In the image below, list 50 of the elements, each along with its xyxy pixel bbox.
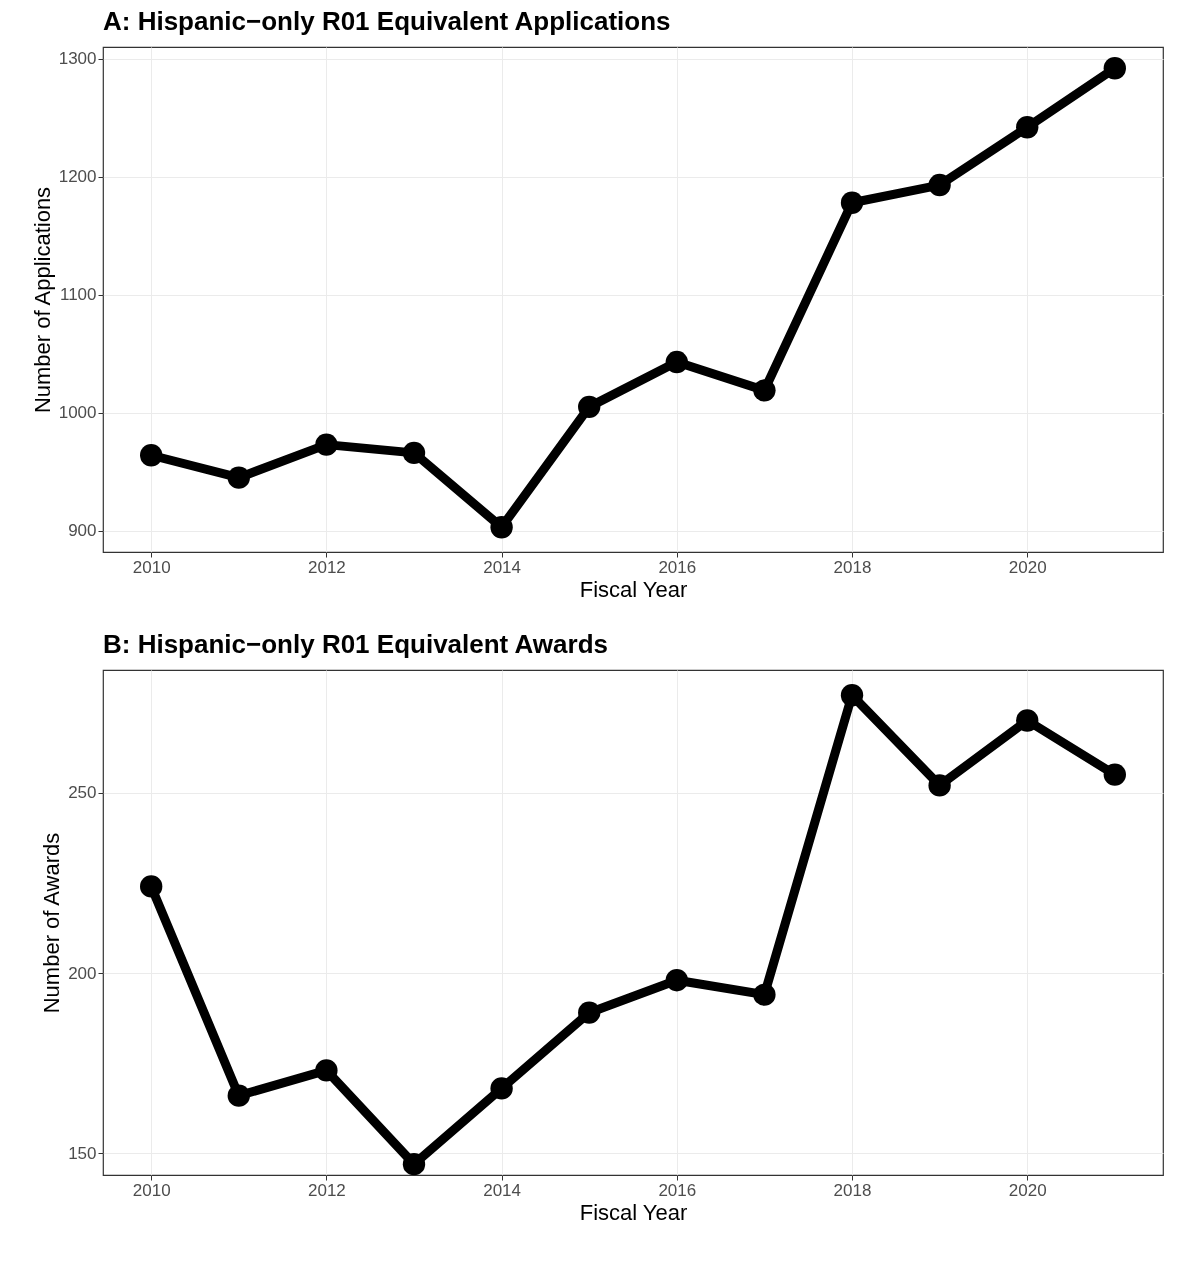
point [227, 1084, 250, 1107]
point [1016, 709, 1039, 732]
point [402, 1153, 426, 1176]
x-tick-label: 2010 [132, 557, 171, 577]
point [490, 1077, 513, 1100]
x-axis-title: Fiscal Year [579, 576, 688, 602]
chart-title: A: Hispanic−only R01 Equivalent Applications [103, 6, 671, 36]
point [1016, 116, 1039, 139]
point [753, 983, 776, 1006]
y-tick-label: 900 [68, 521, 97, 541]
point [840, 684, 864, 707]
point [665, 350, 688, 374]
x-tick-label: 2016 [658, 557, 697, 577]
x-tick-label: 2018 [833, 557, 872, 577]
point [753, 379, 776, 402]
x-tick-label: 2016 [658, 1180, 697, 1200]
x-tick-label: 2012 [307, 557, 346, 577]
y-tick-label: 150 [68, 1143, 97, 1163]
x-tick-label: 2014 [483, 1180, 522, 1200]
point [140, 444, 163, 467]
point [140, 875, 163, 898]
point [928, 173, 951, 197]
y-tick-label: 1200 [58, 167, 97, 187]
point [1103, 763, 1126, 786]
x-tick-label: 2014 [483, 557, 522, 577]
x-tick-label: 2020 [1008, 1180, 1047, 1200]
x-axis-title: Fiscal Year [579, 1199, 688, 1225]
point [315, 433, 338, 456]
x-tick-label: 2010 [132, 1180, 171, 1200]
point [928, 774, 951, 797]
x-tick-label: 2020 [1008, 557, 1047, 577]
y-tick-label: 1000 [58, 403, 97, 423]
point [665, 969, 688, 992]
point [402, 441, 426, 465]
point [227, 466, 250, 489]
point [315, 1059, 338, 1082]
y-axis-title: Number of Applications [29, 186, 55, 414]
chart-title: B: Hispanic−only R01 Equivalent Awards [103, 629, 608, 659]
point [490, 516, 513, 539]
x-tick-label: 2018 [833, 1180, 872, 1200]
y-tick-label: 1300 [58, 49, 97, 69]
x-tick-label: 2012 [307, 1180, 346, 1200]
y-tick-label: 1100 [59, 285, 97, 305]
point [840, 191, 864, 214]
point [578, 395, 601, 419]
point [1103, 57, 1126, 80]
y-tick-label: 200 [68, 963, 97, 983]
y-tick-label: 250 [68, 783, 97, 803]
point [578, 1001, 601, 1024]
y-axis-title: Number of Awards [39, 832, 65, 1014]
